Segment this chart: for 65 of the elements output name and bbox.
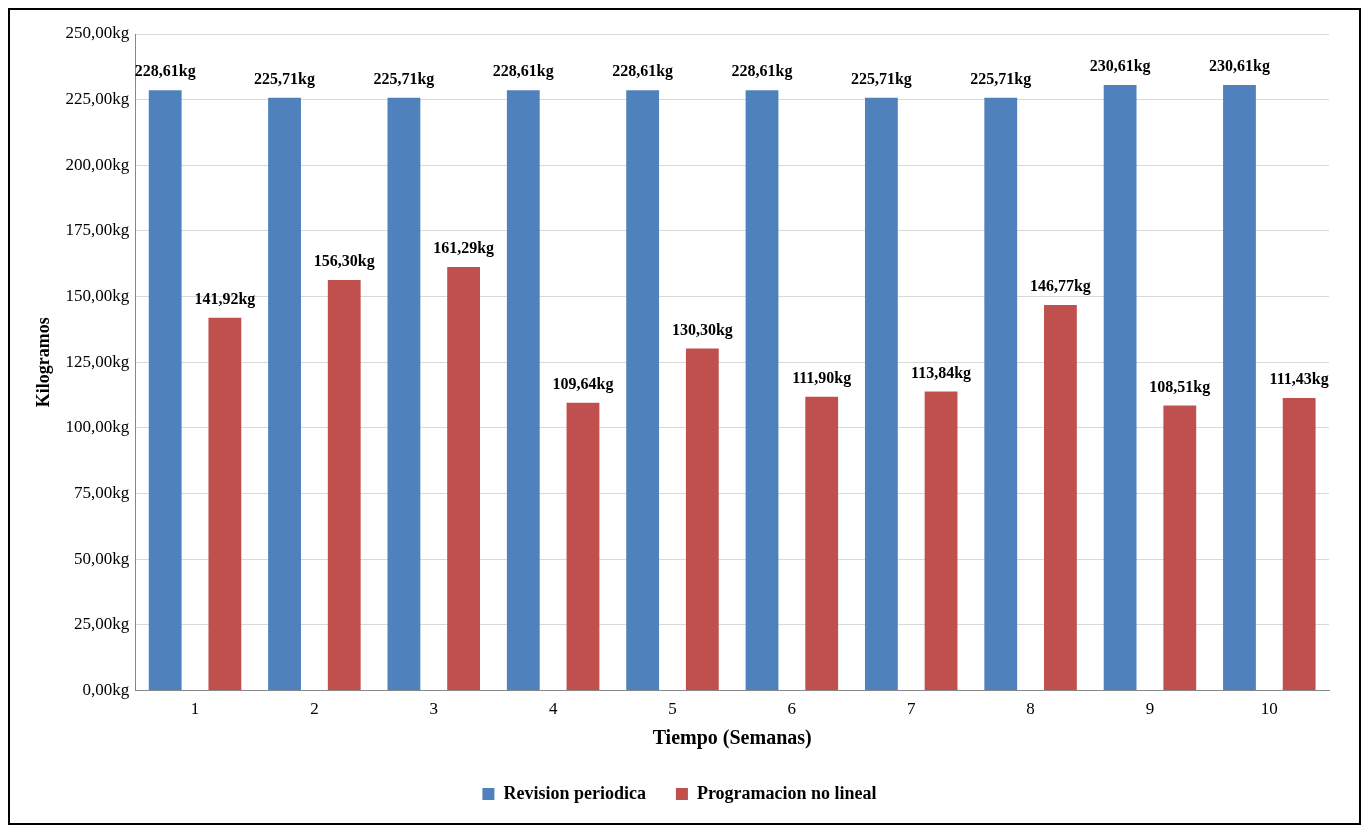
bar — [1223, 84, 1256, 691]
x-tick-label: 6 — [787, 699, 797, 719]
y-tick-label: 25,00kg — [74, 614, 130, 634]
bar — [984, 97, 1018, 691]
bar — [506, 90, 540, 691]
y-tick-label: 200,00kg — [65, 154, 130, 174]
y-tick-label: 75,00kg — [74, 483, 130, 503]
bar — [924, 391, 958, 691]
data-label: 225,71kg — [254, 69, 316, 88]
bar — [1163, 405, 1197, 691]
data-label: 228,61kg — [134, 62, 196, 81]
x-axis-title: Tiempo (Semanas) — [652, 726, 812, 750]
bar — [447, 266, 481, 691]
x-tick-label: 9 — [1145, 699, 1155, 719]
y-tick-label: 175,00kg — [65, 220, 130, 240]
bar — [805, 396, 839, 691]
data-label: 161,29kg — [433, 239, 495, 258]
bar — [1044, 305, 1077, 691]
data-label: 146,77kg — [1029, 277, 1091, 296]
data-label: 230,61kg — [1209, 57, 1270, 76]
y-tick-label: 250,00kg — [65, 23, 130, 43]
x-tick-label: 3 — [429, 699, 439, 719]
x-tick-label: 7 — [906, 699, 916, 719]
y-tick-label: 150,00kg — [65, 286, 130, 306]
data-label: 156,30kg — [313, 252, 375, 271]
bar — [148, 90, 182, 691]
bar — [327, 280, 361, 691]
bar — [626, 90, 660, 691]
y-tick-label: 0,00kg — [82, 680, 130, 700]
x-tick-label: 1 — [190, 699, 200, 719]
y-tick-label: 50,00kg — [74, 548, 130, 568]
data-label: 109,64kg — [552, 374, 614, 393]
x-tick-label: 4 — [548, 699, 558, 719]
x-tick-label: 8 — [1026, 699, 1035, 719]
y-tick-label: 225,00kg — [65, 89, 130, 109]
x-tick-label: 5 — [668, 699, 677, 719]
data-label: 130,30kg — [671, 320, 733, 339]
legend-label: Programacion no lineal — [696, 782, 877, 803]
data-label: 108,51kg — [1149, 377, 1211, 396]
y-axis-title: Kilogramos — [33, 317, 54, 408]
y-tick-label: 100,00kg — [65, 417, 130, 437]
bar — [685, 348, 719, 691]
bar — [1103, 84, 1137, 691]
data-label: 228,61kg — [731, 62, 793, 81]
data-label: 141,92kg — [194, 290, 256, 308]
y-tick-label: 125,00kg — [65, 351, 130, 371]
data-label: 225,71kg — [373, 69, 435, 88]
x-tick-label: 2 — [310, 699, 319, 719]
data-label: 225,71kg — [970, 69, 1032, 88]
bar — [745, 90, 779, 691]
x-tick-label: 10 — [1260, 699, 1278, 719]
data-label: 225,71kg — [850, 69, 912, 88]
data-label: 111,90kg — [792, 368, 852, 387]
legend-label: Revision periodica — [503, 782, 646, 803]
data-label: 230,61kg — [1089, 57, 1151, 76]
data-label: 111,43kg — [1269, 370, 1329, 389]
data-label: 228,61kg — [612, 62, 674, 81]
bar — [864, 97, 898, 691]
bar — [566, 402, 600, 691]
bar — [268, 97, 301, 691]
data-label: 228,61kg — [492, 62, 554, 81]
bar — [208, 317, 242, 691]
data-label: 113,84kg — [911, 363, 972, 382]
bar — [1282, 397, 1316, 691]
bar — [387, 97, 421, 691]
